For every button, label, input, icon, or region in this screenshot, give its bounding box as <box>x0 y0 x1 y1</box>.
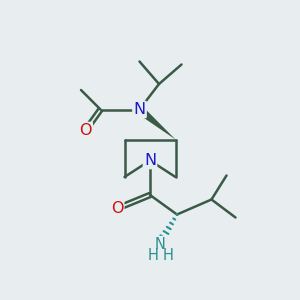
Text: N: N <box>134 102 146 117</box>
Polygon shape <box>136 106 176 140</box>
Text: H: H <box>148 248 158 262</box>
Text: O: O <box>79 123 92 138</box>
Text: O: O <box>111 201 123 216</box>
Text: N: N <box>155 237 166 252</box>
Text: N: N <box>144 153 156 168</box>
Text: H: H <box>163 248 173 262</box>
